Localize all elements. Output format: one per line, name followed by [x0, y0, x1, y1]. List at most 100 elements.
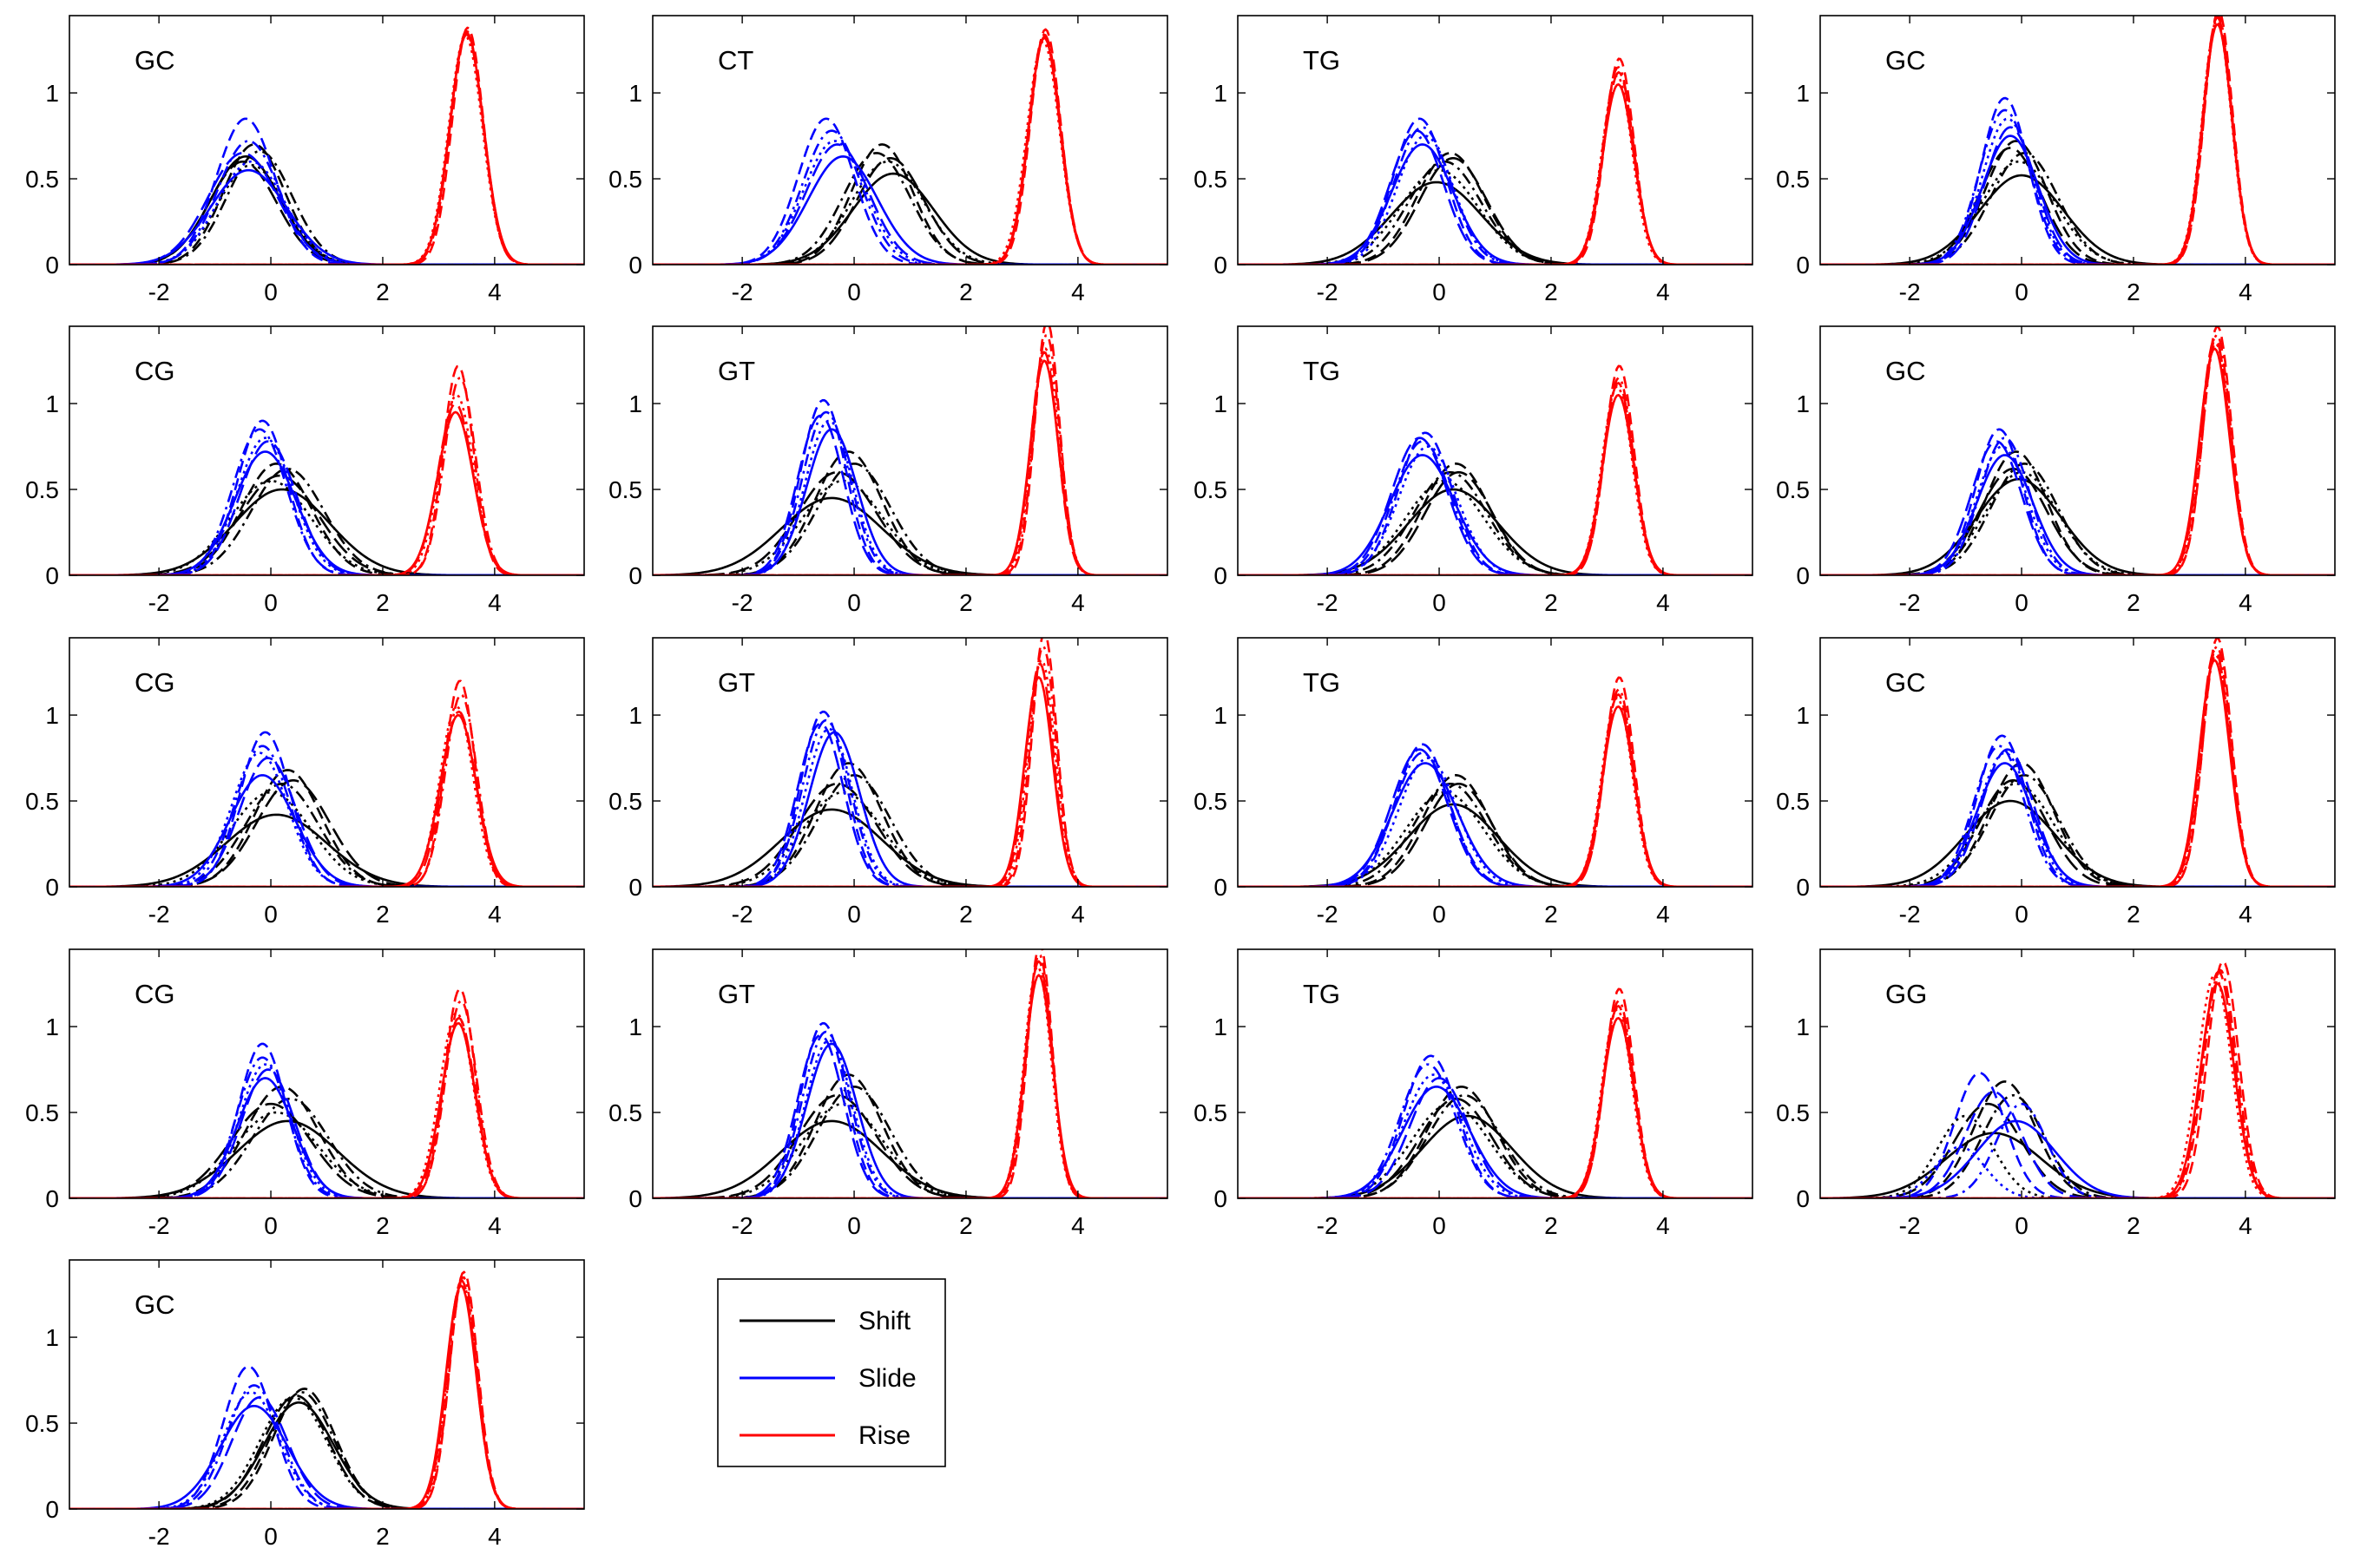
- curve-rise-solid: [1820, 982, 2335, 1198]
- curve-slide-longdash: [1820, 126, 2335, 265]
- curve-shift-longdash: [69, 1394, 584, 1509]
- x-tick-label: 4: [488, 279, 502, 305]
- curve-rise-longdash: [1238, 71, 1752, 265]
- curve-slide-dashed: [69, 731, 584, 887]
- panel-axes-box: [1237, 948, 1753, 1199]
- y-tick-label: 0: [1796, 562, 1810, 589]
- panel-curves: [69, 364, 584, 575]
- curve-shift-longdash: [1238, 157, 1752, 265]
- curve-rise-dashed: [1238, 364, 1752, 575]
- x-tick-label: 4: [1656, 901, 1670, 928]
- x-tick-label: -2: [732, 1212, 753, 1239]
- curve-slide-dashed: [1820, 96, 2335, 265]
- curve-shift-dotted: [653, 1102, 1167, 1198]
- x-tick-label: 0: [1432, 589, 1446, 616]
- x-tick-label: 4: [2239, 589, 2252, 616]
- curve-rise-solid: [69, 410, 584, 575]
- panels-group: -2 0 2 4 0 0.5 1 GC -2 0 2 4 0 0.5 1 CT -2 0 2 4 0 0.5 1 TG -2 0 2…: [25, 15, 2336, 1550]
- curve-rise-dashed: [69, 679, 584, 887]
- x-tick-label: -2: [148, 1523, 170, 1550]
- x-tick-label: 0: [847, 279, 861, 305]
- curve-shift-solid: [653, 808, 1167, 887]
- curve-slide-dotted: [1820, 751, 2335, 887]
- curve-shift-longdash: [1238, 470, 1752, 575]
- curve-shift-dashed: [1238, 774, 1752, 887]
- curve-shift-longdash: [1820, 1102, 2335, 1198]
- curve-shift-solid: [653, 1119, 1167, 1198]
- curve-shift-dashdot: [1820, 1093, 2335, 1198]
- y-tick-label: 1: [1213, 80, 1227, 107]
- y-tick-label: 0: [628, 874, 642, 901]
- curve-slide-longdash: [1238, 436, 1752, 575]
- y-tick-label: 1: [1213, 1014, 1227, 1040]
- y-tick-label: 0: [1796, 874, 1810, 901]
- x-tick-label: -2: [1317, 279, 1338, 305]
- panel-axes-box: [1819, 325, 2336, 576]
- y-tick-label: 0.5: [25, 476, 59, 503]
- panel-label: CT: [718, 45, 753, 75]
- y-tick-label: 0: [628, 562, 642, 589]
- curve-shift-solid: [1820, 174, 2335, 265]
- y-tick-label: 0: [628, 1185, 642, 1212]
- y-tick-label: 0.5: [608, 476, 642, 503]
- curve-slide-dashed: [1820, 428, 2335, 575]
- curve-slide-dashed: [1238, 431, 1752, 575]
- curve-rise-dotted: [1238, 74, 1752, 265]
- y-tick-label: 1: [1796, 80, 1810, 107]
- x-tick-label: 0: [264, 901, 278, 928]
- y-tick-label: 0: [1796, 252, 1810, 279]
- panel-axes-box: [652, 15, 1168, 266]
- y-tick-label: 0.5: [25, 1099, 59, 1126]
- curve-slide-longdash: [1238, 1077, 1752, 1198]
- curve-rise-dotted: [69, 705, 584, 887]
- curve-rise-solid: [1238, 393, 1752, 575]
- curve-slide-dotted: [1238, 1073, 1752, 1198]
- y-tick-label: 0: [45, 562, 59, 589]
- x-tick-label: 2: [1544, 1212, 1558, 1239]
- curve-shift-solid: [69, 488, 584, 575]
- y-tick-label: 1: [1796, 702, 1810, 729]
- x-tick-label: 0: [264, 589, 278, 616]
- y-tick-label: 0.5: [1776, 476, 1810, 503]
- curve-rise-solid: [653, 359, 1167, 575]
- curve-slide-longdash: [1820, 1090, 2335, 1198]
- panel-label: CG: [135, 356, 175, 386]
- x-tick-label: 0: [1432, 1212, 1446, 1239]
- curve-slide-longdash: [1820, 748, 2335, 887]
- curve-rise-dashdot: [69, 377, 584, 575]
- curve-rise-dashdot: [1238, 66, 1752, 265]
- curve-shift-solid: [1820, 477, 2335, 575]
- curve-slide-solid: [69, 1077, 584, 1198]
- panel-label: GC: [1885, 667, 1926, 698]
- legend-label-shift: Shift: [858, 1307, 911, 1335]
- x-tick-label: 2: [1544, 901, 1558, 928]
- y-tick-label: 0.5: [1776, 166, 1810, 193]
- panel-axes-box: [69, 948, 585, 1199]
- legend-label-rise: Rise: [858, 1421, 911, 1450]
- panel-4: -2 0 2 4 0 0.5 1 GC: [1776, 15, 2336, 305]
- panel-2: -2 0 2 4 0 0.5 1 CT: [608, 15, 1168, 305]
- y-tick-label: 0.5: [1776, 1099, 1810, 1126]
- curve-shift-dashdot: [653, 463, 1167, 575]
- x-tick-label: 2: [376, 901, 390, 928]
- panel-label: GC: [1885, 45, 1926, 75]
- y-tick-label: 0.5: [608, 166, 642, 193]
- curve-shift-longdash: [653, 157, 1167, 265]
- curve-shift-longdash: [653, 782, 1167, 887]
- x-tick-label: -2: [1317, 901, 1338, 928]
- curve-slide-dashed: [653, 1021, 1167, 1198]
- x-tick-label: 4: [488, 901, 502, 928]
- panel-axes-box: [69, 637, 585, 888]
- y-tick-label: 1: [628, 390, 642, 417]
- curve-slide-longdash: [69, 440, 584, 575]
- curve-shift-dotted: [653, 479, 1167, 575]
- curve-rise-dashdot: [1238, 1000, 1752, 1198]
- curve-rise-dashdot: [1238, 688, 1752, 887]
- x-tick-label: 0: [2015, 279, 2029, 305]
- y-tick-label: 0: [1213, 1185, 1227, 1212]
- panel-axes-box: [69, 1259, 585, 1510]
- x-tick-label: 4: [2239, 279, 2252, 305]
- panel-curves: [1238, 364, 1752, 575]
- curve-slide-solid: [69, 774, 584, 887]
- x-tick-label: 0: [2015, 901, 2029, 928]
